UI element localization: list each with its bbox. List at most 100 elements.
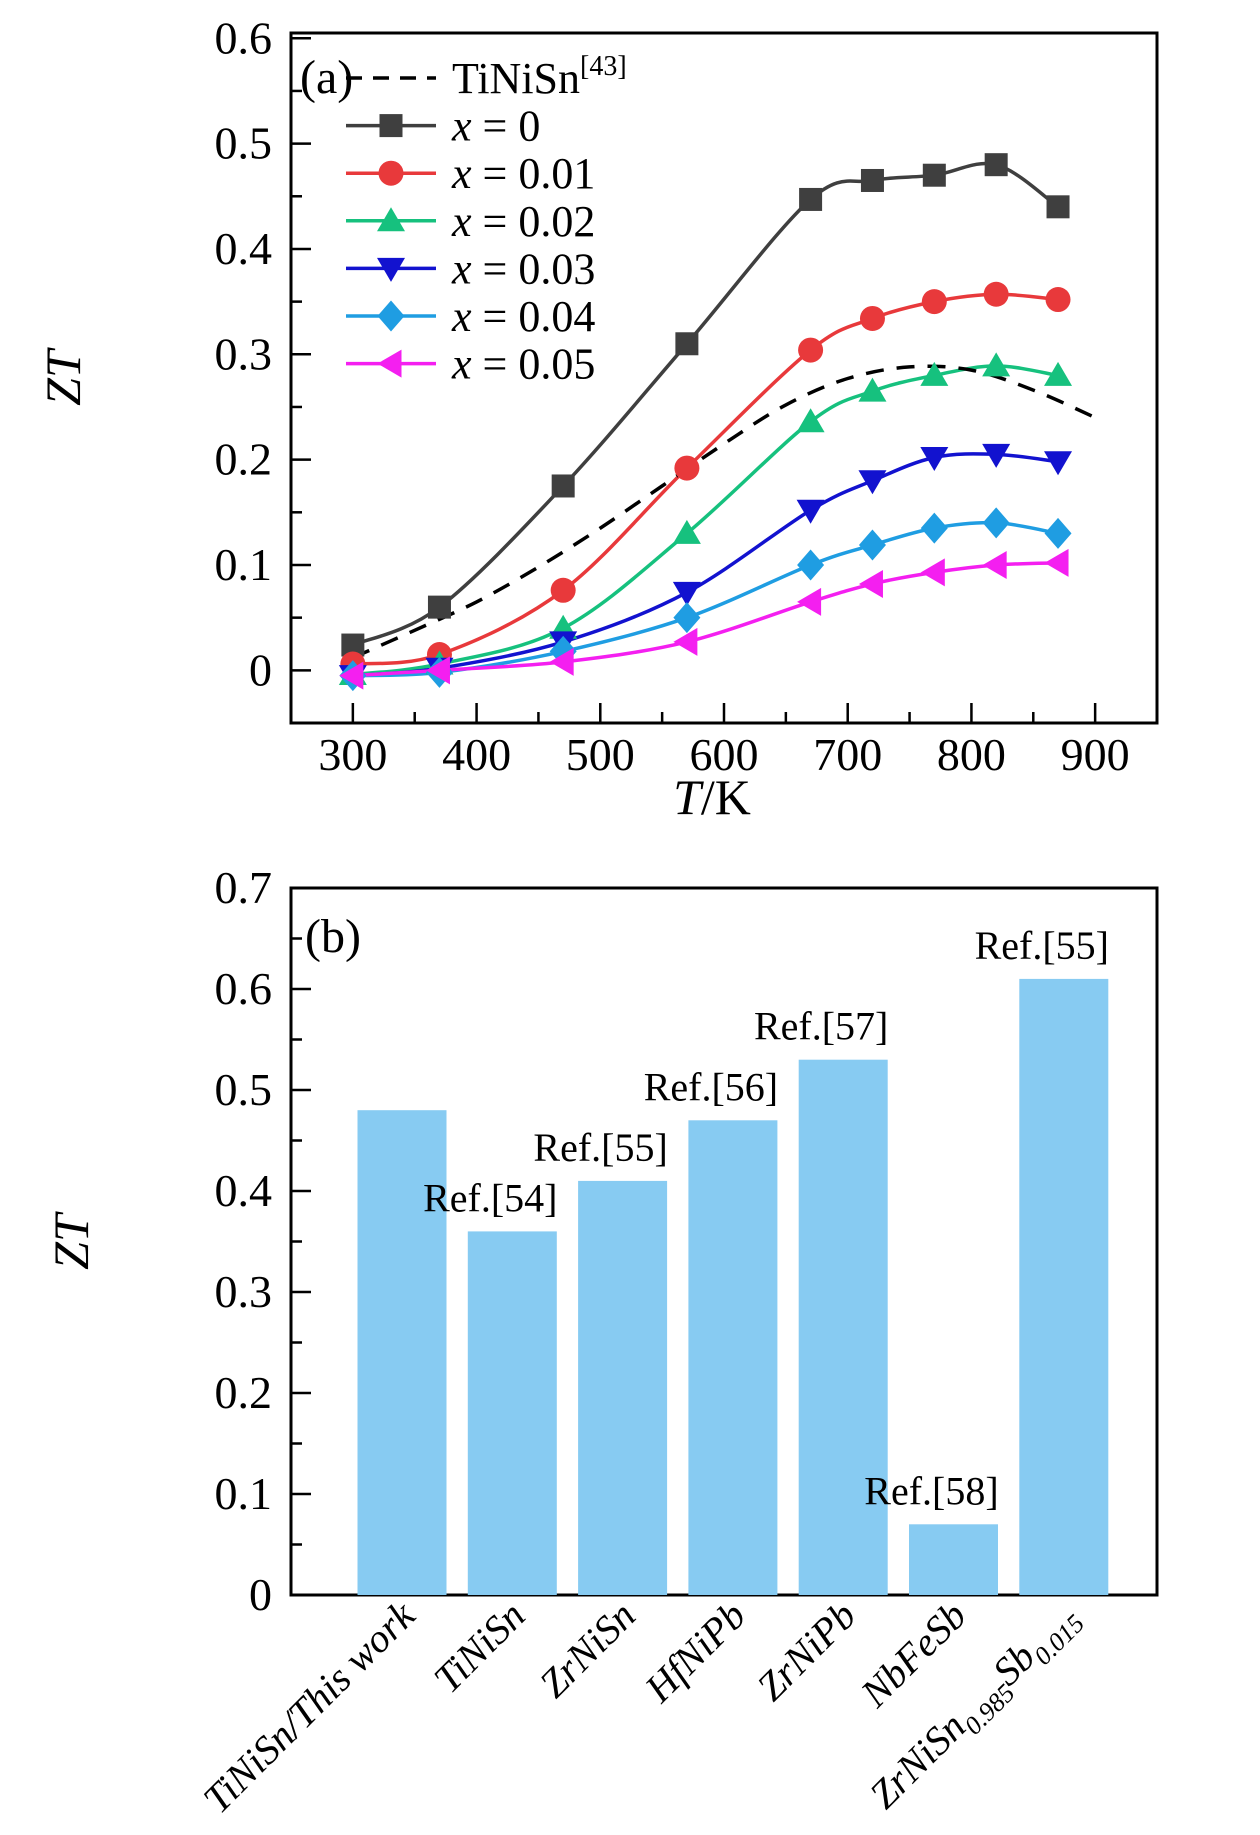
panel-b-tag: (b)	[305, 910, 361, 963]
series-markers-0	[341, 153, 1070, 657]
bar-category-label-0: TiNiSn/This work	[194, 1592, 424, 1822]
marker-triangle-down	[1044, 451, 1073, 476]
bar-ref-label-2: Ref.[55]	[533, 1125, 667, 1170]
marker-diamond	[1044, 517, 1072, 549]
legend-label-5: x = 0.05	[451, 340, 595, 389]
legend-label-reference: TiNiSn[43]	[452, 51, 627, 103]
panel-a-content: 300 400 500 600 700 800 900 0 0.1 0.2 0.3 0.4 0.5 0.6…	[215, 12, 1130, 780]
marker-diamond	[858, 529, 886, 561]
y-tick-label: 0.3	[215, 1266, 273, 1317]
bar-category-label-2: ZrNiSn	[530, 1593, 644, 1707]
panel-b-y-axis-title: ZT	[43, 1211, 99, 1270]
marker-square	[551, 474, 575, 498]
panel-b-content: 0 0.1 0.2 0.3 0.4 0.5 0.6 0.7 TiNiSn/This work Re…	[194, 862, 1109, 1822]
bar-category-label-5: NbFeSb	[851, 1593, 975, 1717]
marker-triangle-down	[920, 447, 949, 472]
marker-triangle-down	[672, 581, 701, 606]
panel-a-legend: TiNiSn[43]x = 0x = 0.01x = 0.02x = 0.03x…	[346, 51, 627, 389]
marker-circle	[798, 337, 824, 363]
marker-diamond	[377, 300, 405, 332]
x-axis-title-unit: /K	[701, 769, 751, 825]
marker-square	[799, 187, 823, 211]
bar-3	[688, 1120, 778, 1595]
bar-5	[909, 1524, 998, 1595]
legend-var: x	[451, 292, 472, 341]
marker-triangle-up	[672, 519, 701, 544]
y-tick-label: 0.3	[215, 328, 273, 379]
x-tick-label: 600	[690, 729, 759, 780]
category-text: ZrNiPb	[748, 1593, 865, 1710]
marker-triangle-left	[1044, 548, 1069, 577]
marker-triangle-up	[1044, 361, 1073, 386]
marker-circle	[674, 455, 700, 481]
reference-curve-dashed-line	[352, 364, 1096, 660]
panel-a-axes-ticks: 300 400 500 600 700 800 900 0 0.1 0.2 0.3 0.4 0.5 0.6	[215, 12, 1130, 780]
marker-circle	[983, 281, 1009, 307]
legend-label-4: x = 0.04	[451, 292, 595, 341]
series-line-4	[352, 520, 1059, 678]
legend-var: x	[451, 197, 472, 246]
marker-square	[1046, 195, 1070, 219]
series-line-1	[352, 292, 1059, 666]
y-tick-label: 0	[249, 1569, 272, 1620]
marker-triangle-left	[425, 656, 450, 685]
x-tick-label: 800	[937, 729, 1006, 780]
marker-triangle-up	[982, 352, 1011, 377]
y-tick-label: 0.5	[215, 1064, 273, 1115]
marker-square	[341, 633, 365, 657]
marker-triangle-left	[797, 587, 822, 616]
marker-triangle-left	[982, 550, 1007, 579]
marker-square	[860, 168, 884, 192]
y-tick-label: 0.6	[215, 963, 273, 1014]
marker-square	[379, 114, 403, 138]
bar-ref-label-3: Ref.[56]	[644, 1064, 778, 1109]
panel-b-axes-ticks: 0 0.1 0.2 0.3 0.4 0.5 0.6 0.7	[215, 862, 311, 1620]
legend-label-2: x = 0.02	[451, 197, 595, 246]
series-line-3	[352, 452, 1059, 678]
x-tick-label: 500	[566, 729, 635, 780]
legend-label-3: x = 0.03	[451, 244, 595, 293]
marker-triangle-left	[858, 569, 883, 598]
marker-triangle-down	[377, 257, 405, 282]
legend-value: = 0.01	[472, 149, 596, 198]
y-tick-label: 0.6	[215, 12, 273, 63]
series-line-0	[352, 161, 1060, 647]
panel-a-series-lines	[352, 161, 1060, 678]
legend-value: = 0.03	[472, 244, 596, 293]
category-text: TiNiSn/This work	[194, 1592, 424, 1822]
legend-label-1: x = 0.01	[451, 149, 595, 198]
legend-label-0: x = 0	[451, 102, 540, 151]
panel-a-tag: (a)	[300, 51, 353, 104]
bar-ref-label-5: Ref.[58]	[864, 1468, 998, 1513]
bar-category-label-1: TiNiSn	[425, 1593, 534, 1702]
y-tick-label: 0.5	[215, 118, 273, 169]
y-tick-label: 0.2	[215, 434, 273, 485]
marker-triangle-left	[549, 647, 574, 676]
x-tick-label: 900	[1061, 729, 1130, 780]
series-line-5	[352, 561, 1059, 678]
legend-value: = 0	[472, 102, 541, 151]
y-tick-label: 0.1	[215, 1468, 273, 1519]
series-markers-5	[339, 548, 1069, 690]
bar-2	[578, 1180, 668, 1595]
x-tick-label: 700	[813, 729, 882, 780]
marker-triangle-up	[920, 361, 949, 386]
marker-triangle-down	[982, 443, 1011, 468]
marker-circle	[1045, 287, 1071, 313]
x-tick-label: 400	[442, 729, 511, 780]
marker-square	[984, 153, 1008, 177]
marker-triangle-left	[920, 558, 945, 587]
legend-reference-name: TiNiSn	[452, 54, 580, 103]
marker-circle	[378, 160, 404, 186]
category-text: NbFeSb	[851, 1593, 975, 1717]
legend-var: x	[451, 340, 472, 389]
category-text: TiNiSn	[425, 1593, 534, 1702]
marker-triangle-down	[796, 499, 825, 524]
legend-var: x	[451, 102, 472, 151]
x-tick-label: 300	[318, 729, 387, 780]
bar-ref-label-6: Ref.[55]	[975, 923, 1109, 968]
legend-value: = 0.04	[472, 292, 596, 341]
marker-triangle-left	[377, 349, 402, 378]
